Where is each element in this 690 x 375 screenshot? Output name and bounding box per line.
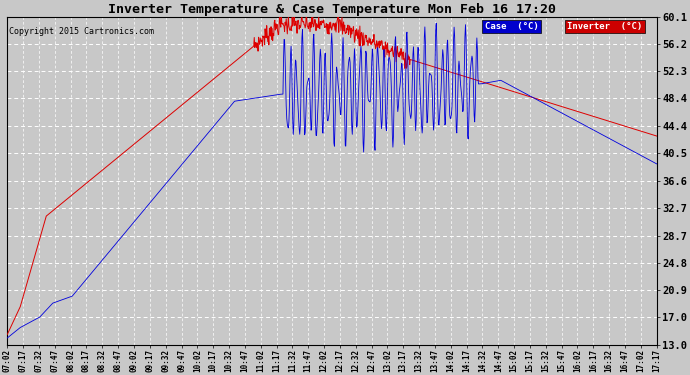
Title: Inverter Temperature & Case Temperature Mon Feb 16 17:20: Inverter Temperature & Case Temperature …: [108, 3, 556, 16]
Text: Case  (°C): Case (°C): [484, 22, 538, 31]
Text: Copyright 2015 Cartronics.com: Copyright 2015 Cartronics.com: [8, 27, 154, 36]
Text: Inverter  (°C): Inverter (°C): [567, 22, 642, 31]
